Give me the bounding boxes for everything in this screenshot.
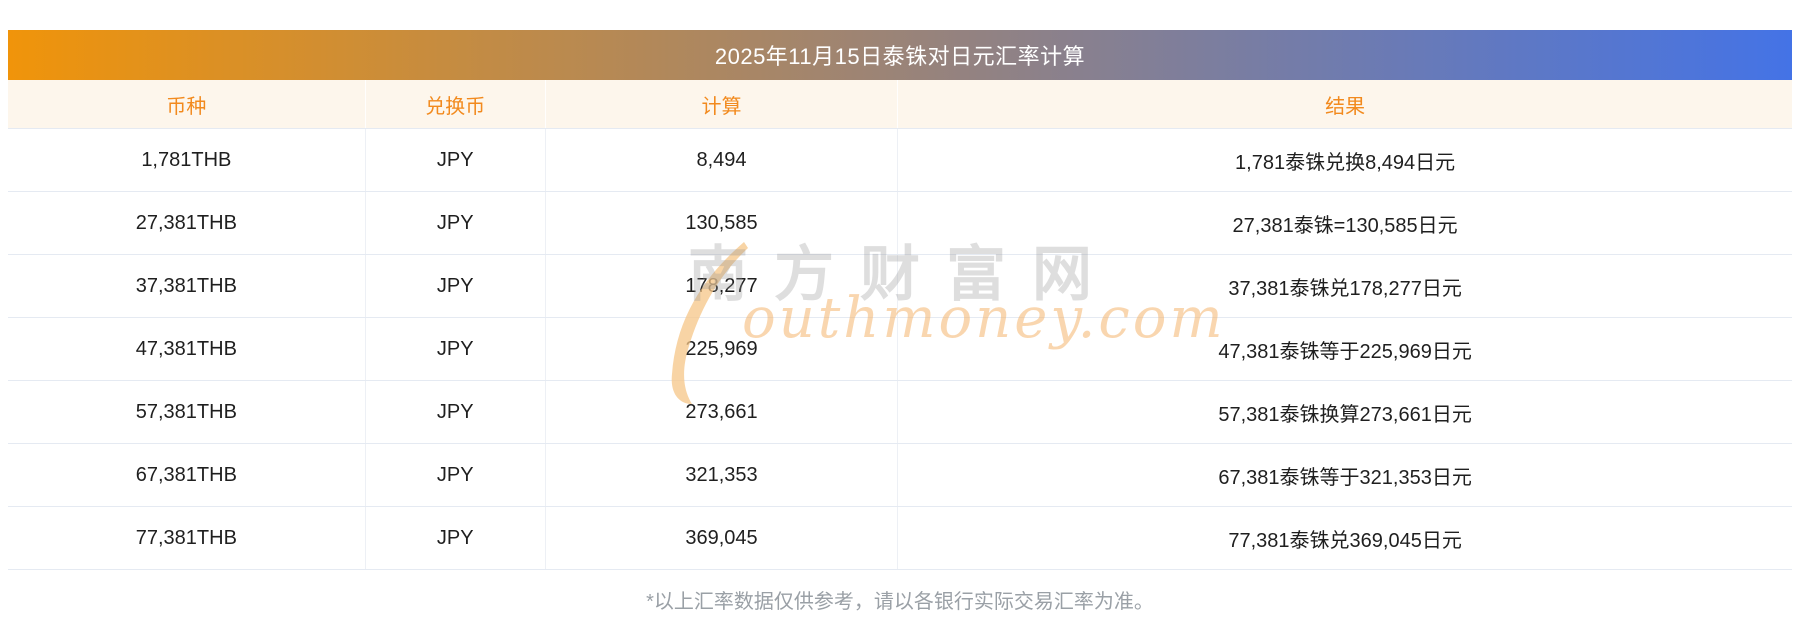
row-cell-result: 1,781泰铢兑换8,494日元 <box>1235 151 1456 174</box>
row-cell-target-currency: JPY <box>366 507 546 569</box>
row-cell-currency: 1,781THB <box>8 129 366 191</box>
row-cell-currency: 57,381THB <box>8 381 366 443</box>
table-row: 67,381THB JPY 321,353 67,381泰铢等于321,353日元 <box>8 444 1792 507</box>
row-cell-target-currency: JPY <box>366 255 546 317</box>
row-cell-target-currency: JPY <box>366 318 546 380</box>
row-cell-target-currency: JPY <box>366 381 546 443</box>
row-cell-calculation: 225,969 <box>546 318 899 380</box>
row-cell-calculation: 273,661 <box>546 381 899 443</box>
column-header-calc: 计算 <box>546 80 899 128</box>
row-cell-calculation: 178,277 <box>546 255 899 317</box>
table-row: 27,381THB JPY 130,585 27,381泰铢=130,585日元 <box>8 192 1792 255</box>
row-cell-currency: 77,381THB <box>8 507 366 569</box>
table-row: 47,381THB JPY 225,969 47,381泰铢等于225,969日元 <box>8 318 1792 381</box>
row-cell-result: 57,381泰铢换算273,661日元 <box>1218 403 1472 426</box>
row-cell-target-currency: JPY <box>366 129 546 191</box>
exchange-rate-table-page: 2025年11月15日泰铢对日元汇率计算 币种 兑换币 计算 结果 1,781T… <box>8 0 1792 613</box>
row-cell-target-currency: JPY <box>366 192 546 254</box>
title-bar: 2025年11月15日泰铢对日元汇率计算 <box>8 30 1792 80</box>
row-cell-result: 27,381泰铢=130,585日元 <box>1232 214 1458 237</box>
row-cell-result: 67,381泰铢等于321,353日元 <box>1218 466 1472 489</box>
footer-disclaimer: *以上汇率数据仅供参考，请以各银行实际交易汇率为准。 <box>646 590 1154 613</box>
column-header-result: 结果 <box>1325 95 1366 118</box>
row-cell-calculation: 130,585 <box>546 192 899 254</box>
column-header-currency: 币种 <box>8 80 366 128</box>
table-body: 1,781THB JPY 8,494 1,781泰铢兑换8,494日元 27,381TH… <box>8 128 1792 570</box>
table-header-row: 币种 兑换币 计算 结果 <box>8 80 1792 128</box>
row-cell-currency: 37,381THB <box>8 255 366 317</box>
row-cell-target-currency: JPY <box>366 444 546 506</box>
page-title: 2025年11月15日泰铢对日元汇率计算 <box>714 44 1086 69</box>
row-cell-result: 47,381泰铢等于225,969日元 <box>1218 340 1472 363</box>
table-row: 1,781THB JPY 8,494 1,781泰铢兑换8,494日元 <box>8 128 1792 192</box>
row-cell-currency: 67,381THB <box>8 444 366 506</box>
row-cell-result: 77,381泰铢兑369,045日元 <box>1228 529 1462 552</box>
row-cell-calculation: 369,045 <box>546 507 899 569</box>
table-row: 77,381THB JPY 369,045 77,381泰铢兑369,045日元 <box>8 507 1792 570</box>
row-cell-calculation: 321,353 <box>546 444 899 506</box>
row-cell-result: 37,381泰铢兑178,277日元 <box>1228 277 1462 300</box>
row-cell-calculation: 8,494 <box>546 129 899 191</box>
table-row: 57,381THB JPY 273,661 57,381泰铢换算273,661日元 <box>8 381 1792 444</box>
row-cell-currency: 27,381THB <box>8 192 366 254</box>
column-header-target: 兑换币 <box>366 80 546 128</box>
row-cell-currency: 47,381THB <box>8 318 366 380</box>
table-row: 37,381THB JPY 178,277 37,381泰铢兑178,277日元 <box>8 255 1792 318</box>
